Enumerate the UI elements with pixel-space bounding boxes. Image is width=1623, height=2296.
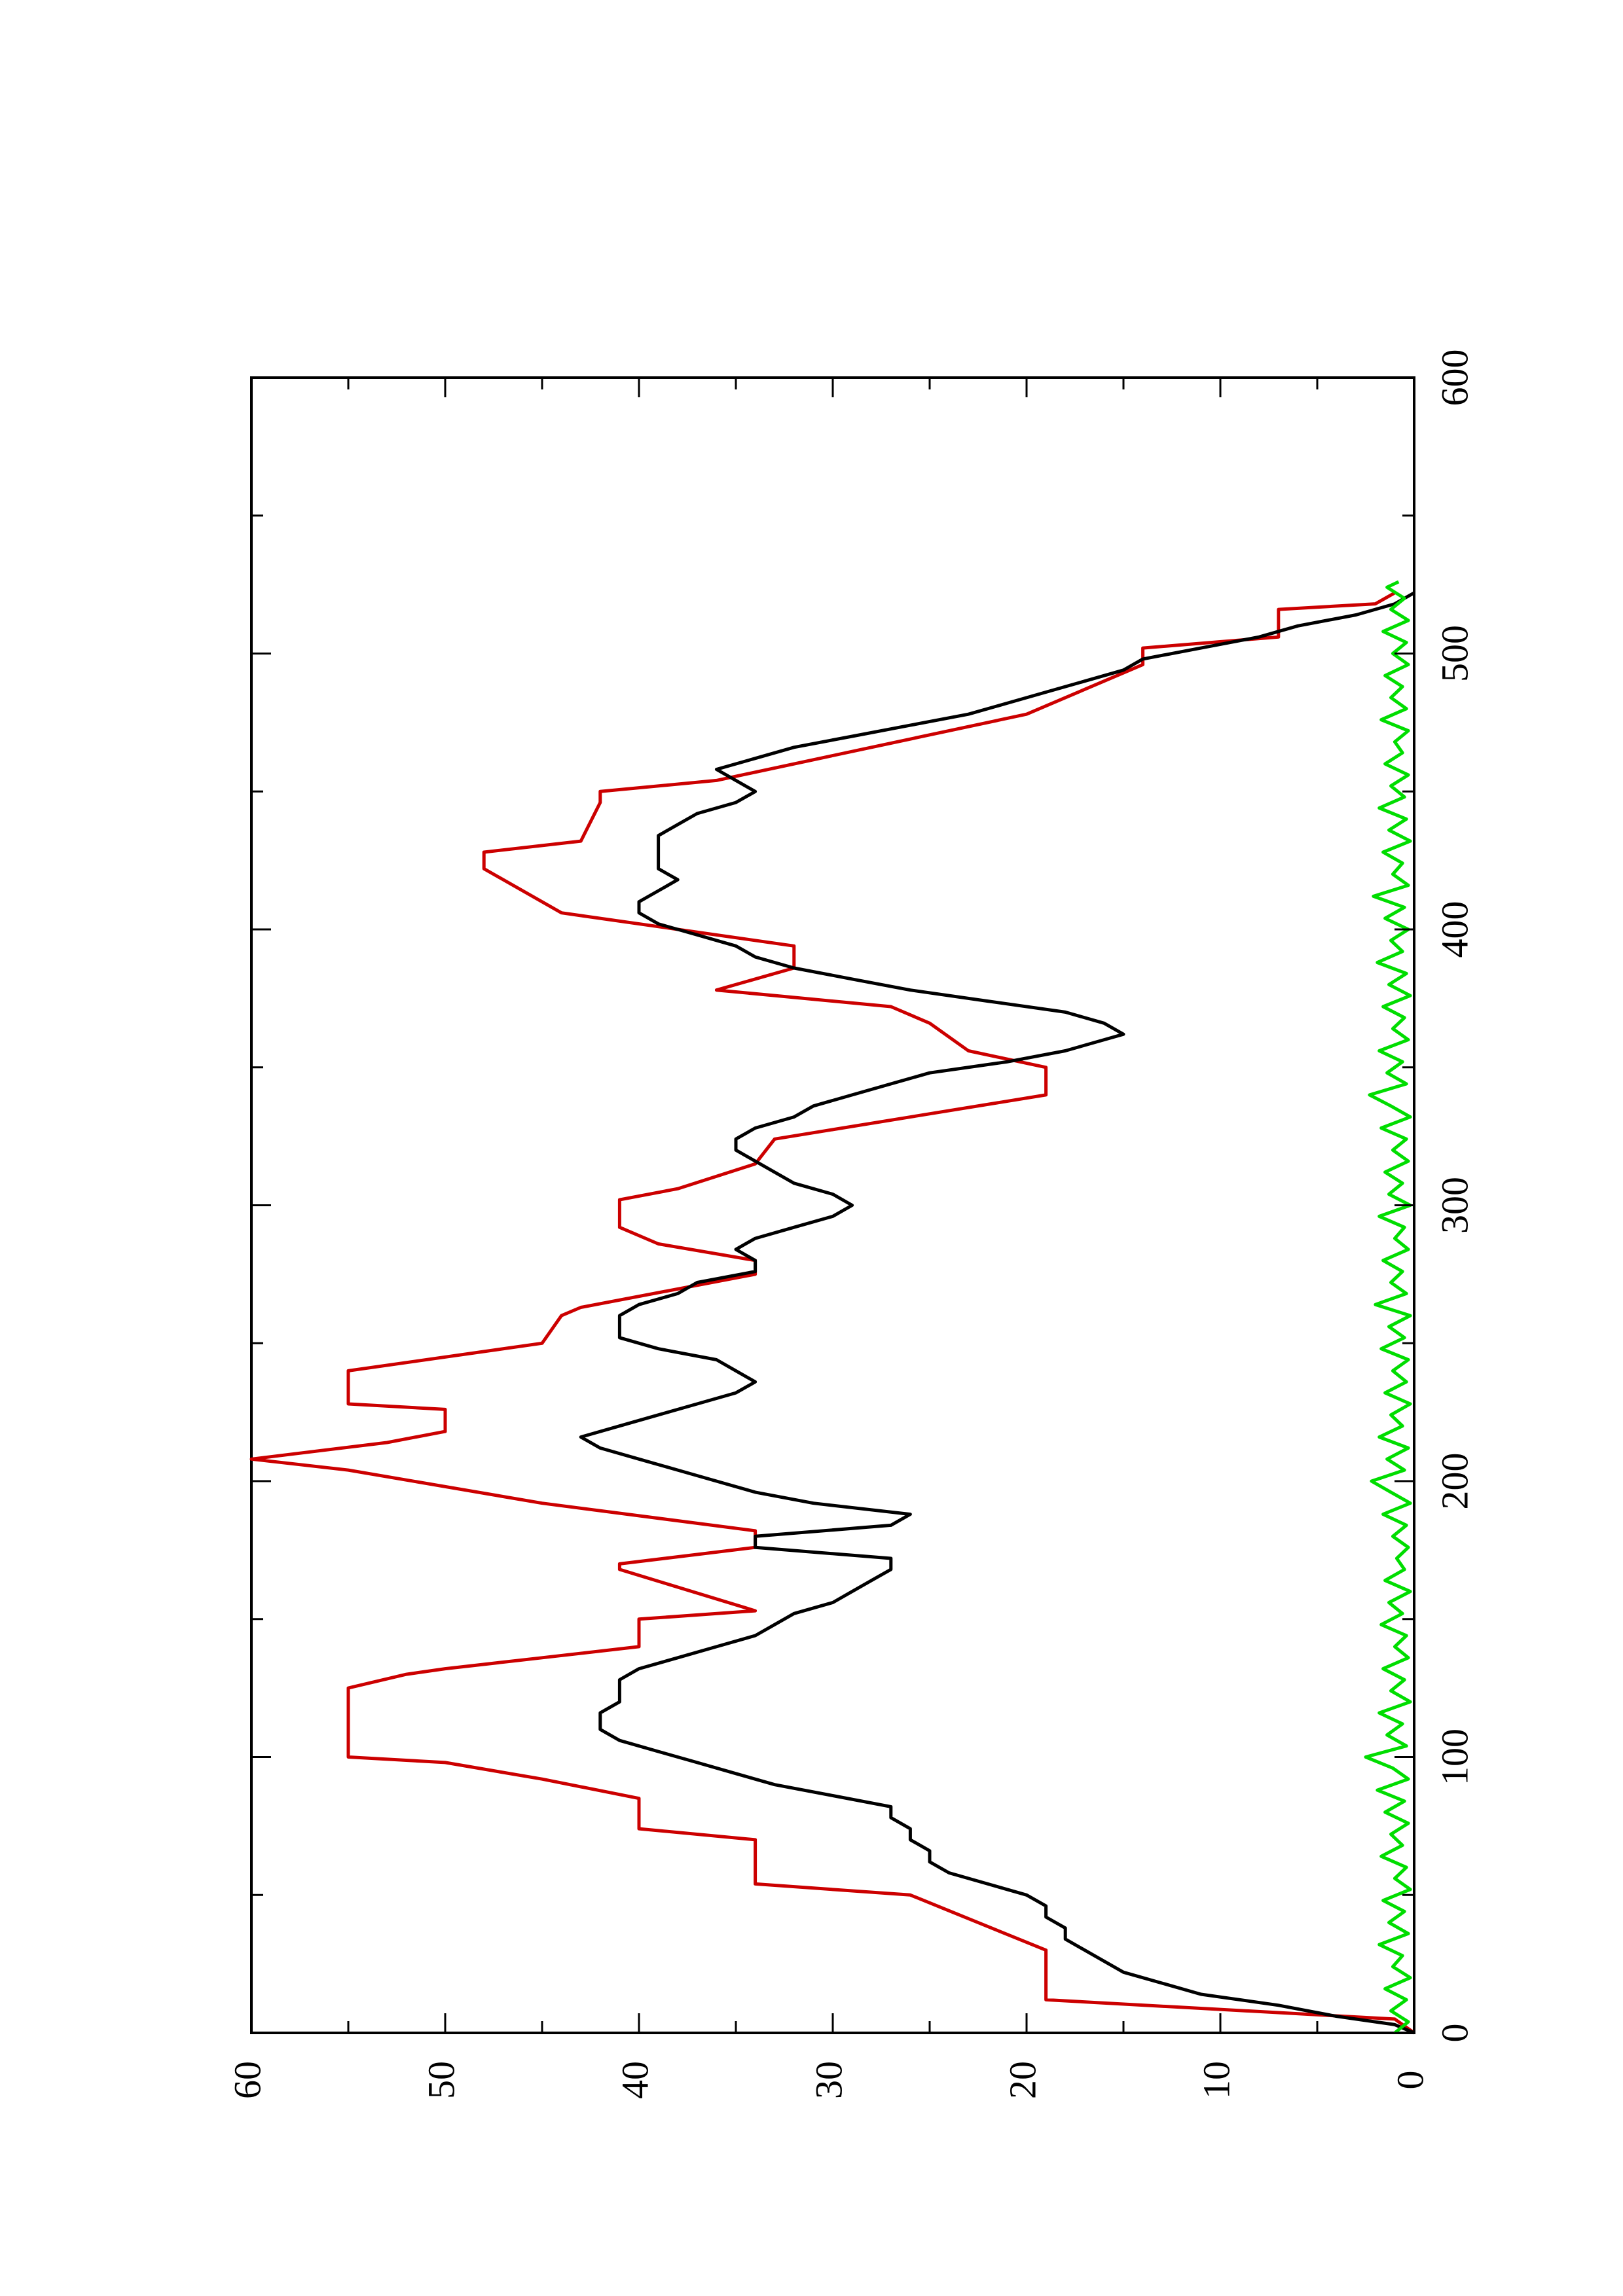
x-tick-label: 500 — [1433, 625, 1476, 682]
y-axis-ticks: 0 10 20 30 40 50 60 — [226, 378, 1431, 2099]
x-tick-label: 100 — [1433, 1729, 1476, 1785]
y-tick-label: 0 — [1389, 2071, 1431, 2090]
x-tick-label: 200 — [1433, 1453, 1476, 1510]
y-tick-label: 10 — [1195, 2061, 1237, 2099]
series-layer — [249, 580, 1415, 2035]
y-tick-label: 20 — [1001, 2061, 1044, 2099]
y-tick-label: 40 — [613, 2061, 656, 2099]
x-tick-label: 600 — [1433, 350, 1476, 406]
x-axis-ticks: 0 100 200 300 400 500 600 — [251, 350, 1476, 2043]
series-line-1 — [249, 591, 1415, 2035]
series-line-2 — [579, 591, 1415, 2035]
x-tick-label: 0 — [1433, 2024, 1476, 2043]
y-tick-label: 50 — [420, 2061, 462, 2099]
x-tick-label: 300 — [1433, 1177, 1476, 1234]
plot-border — [250, 376, 1415, 2034]
plot-frame — [250, 376, 1415, 2034]
x-tick-label: 400 — [1433, 901, 1476, 958]
series-line-3 — [1364, 580, 1412, 2034]
y-tick-label: 30 — [807, 2061, 850, 2099]
y-tick-label: 60 — [226, 2061, 268, 2099]
